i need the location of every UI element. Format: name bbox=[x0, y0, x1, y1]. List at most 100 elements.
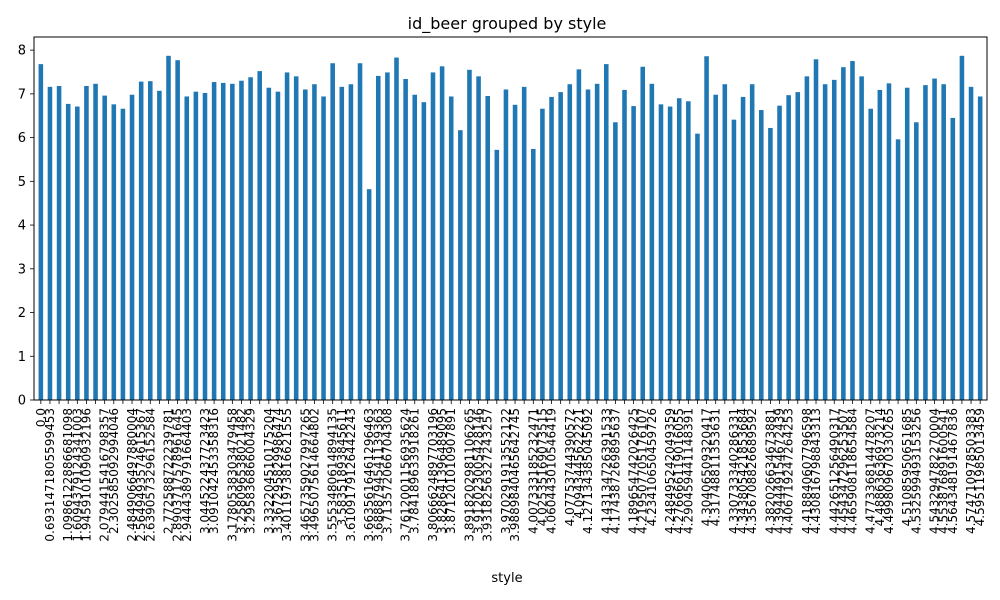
x-tick-label: 2.9444389791664403 bbox=[180, 408, 194, 542]
bar bbox=[941, 84, 946, 400]
bar bbox=[394, 57, 399, 401]
bar bbox=[284, 72, 290, 401]
bar bbox=[129, 94, 135, 400]
bar bbox=[75, 106, 80, 400]
bar bbox=[777, 105, 782, 400]
x-tick-label: 2.4849066497880004 bbox=[125, 408, 139, 542]
x-tick-label: 4.59511985013459 bbox=[973, 408, 987, 526]
bar bbox=[84, 85, 89, 400]
bar bbox=[202, 92, 208, 400]
x-tick-label: 3.6109179126442243 bbox=[344, 408, 358, 542]
y-axis: 0 1 2 3 4 5 6 7 8 bbox=[18, 44, 34, 409]
bar bbox=[622, 89, 627, 401]
bar bbox=[412, 94, 418, 400]
x-axis-label: style bbox=[491, 571, 522, 586]
bar bbox=[357, 63, 363, 401]
x-tick-label: 4.127134385045092 bbox=[581, 408, 595, 534]
bar bbox=[923, 85, 928, 401]
x-tick-label: 1.0986122886681098 bbox=[61, 408, 75, 542]
bar bbox=[230, 83, 235, 401]
bar bbox=[275, 91, 281, 401]
x-tick-label: 2.0794415416798357 bbox=[98, 408, 112, 542]
x-tick-label: 3.828641396489095 bbox=[435, 408, 449, 534]
x-tick-label: 1.6094379124341003 bbox=[70, 408, 84, 542]
x-tick-label: 4.248495242049359 bbox=[663, 408, 677, 534]
x-tick-label: 4.330733340286331 bbox=[727, 408, 741, 534]
bar bbox=[886, 83, 892, 401]
bar bbox=[786, 95, 791, 401]
x-tick-label: 0.6931471805599453 bbox=[43, 408, 57, 542]
x-tick-label: 3.9318256327243257 bbox=[481, 408, 495, 542]
bar bbox=[813, 59, 819, 401]
bar bbox=[549, 96, 554, 401]
bar bbox=[430, 72, 436, 401]
x-tick-label: 3.7612001156935624 bbox=[399, 408, 413, 542]
bar bbox=[531, 148, 536, 400]
y-tick-label: 0 bbox=[18, 394, 26, 409]
bar bbox=[658, 104, 664, 400]
bar bbox=[603, 64, 609, 401]
x-tick-label: 3.367295829986474 bbox=[271, 408, 285, 534]
x-tick-label: 3.295836866004329 bbox=[244, 408, 258, 534]
x-tick-label: 4.174387269895637 bbox=[608, 408, 622, 534]
bar bbox=[120, 108, 126, 400]
bar bbox=[47, 86, 53, 401]
x-tick-label: 4.532599493153256 bbox=[909, 408, 923, 534]
y-tick-label: 1 bbox=[18, 350, 26, 365]
x-tick-label: 3.58351893845611 bbox=[335, 408, 349, 526]
x-tick-label: 4.442651256490317 bbox=[827, 408, 841, 534]
bar bbox=[503, 89, 509, 400]
x-tick-label: 4.290459441148391 bbox=[681, 408, 695, 534]
x-tick-label: 4.48863636973214 bbox=[873, 408, 887, 526]
bar bbox=[895, 139, 901, 400]
x-tick-label: 4.465908118654584 bbox=[845, 408, 859, 534]
bar bbox=[822, 84, 828, 400]
bar bbox=[266, 87, 272, 400]
bar bbox=[211, 82, 217, 401]
bar bbox=[293, 76, 299, 401]
bar bbox=[722, 84, 728, 400]
x-tick-label: 4.499809670330265 bbox=[882, 408, 896, 534]
x-tick-label: 4.564348191467836 bbox=[946, 408, 960, 534]
bar bbox=[968, 86, 974, 401]
x-tick-label: 4.02535169073515 bbox=[535, 408, 549, 526]
x-tick-label: 2.8903717578961645 bbox=[171, 408, 185, 542]
bar bbox=[439, 66, 445, 401]
x-tick-label: 3.8918202981106265 bbox=[462, 408, 476, 542]
bar bbox=[111, 104, 117, 400]
bar bbox=[558, 92, 563, 401]
bar bbox=[38, 64, 44, 401]
bar bbox=[148, 81, 153, 401]
bar bbox=[567, 84, 573, 400]
x-tick-label: 4.356708826689592 bbox=[745, 408, 759, 534]
bar bbox=[914, 122, 919, 400]
bar bbox=[804, 76, 810, 401]
bar bbox=[841, 67, 846, 401]
y-tick-label: 7 bbox=[18, 87, 26, 102]
x-tick-label: 3.4011973816621555 bbox=[280, 408, 294, 542]
x-tick-label: 4.418840607796598 bbox=[800, 408, 814, 534]
bar bbox=[740, 96, 746, 401]
x-tick-label: 3.332204510175204 bbox=[262, 408, 276, 534]
bar bbox=[950, 117, 956, 400]
x-tick-label: 0.0 bbox=[34, 408, 48, 427]
bar bbox=[485, 96, 490, 400]
x-tick-label: 3.871201010907891 bbox=[444, 408, 458, 534]
bar bbox=[759, 110, 764, 400]
y-tick-label: 3 bbox=[18, 262, 26, 277]
x-tick-label: 4.430816798843313 bbox=[809, 408, 823, 534]
bar bbox=[138, 81, 144, 401]
bar bbox=[494, 149, 500, 400]
x-tick-label: 1.9459101090932196 bbox=[79, 408, 93, 542]
x-tick-label: 3.970291913552122 bbox=[499, 408, 513, 534]
bar bbox=[850, 61, 855, 401]
bar bbox=[731, 119, 737, 400]
chart-title: id_beer grouped by style bbox=[408, 14, 607, 34]
bar bbox=[512, 104, 518, 400]
x-tick-label: 3.8066624897703196 bbox=[426, 408, 440, 542]
x-tick-label: 4.219507705176107 bbox=[636, 408, 650, 534]
x-tick-label: 4.343805421853684 bbox=[736, 408, 750, 534]
x-tick-label: 3.784189633918261 bbox=[408, 408, 422, 534]
x-tick-label: 3.713572066704308 bbox=[380, 408, 394, 534]
x-tick-label: 2.302585092994046 bbox=[107, 408, 121, 534]
